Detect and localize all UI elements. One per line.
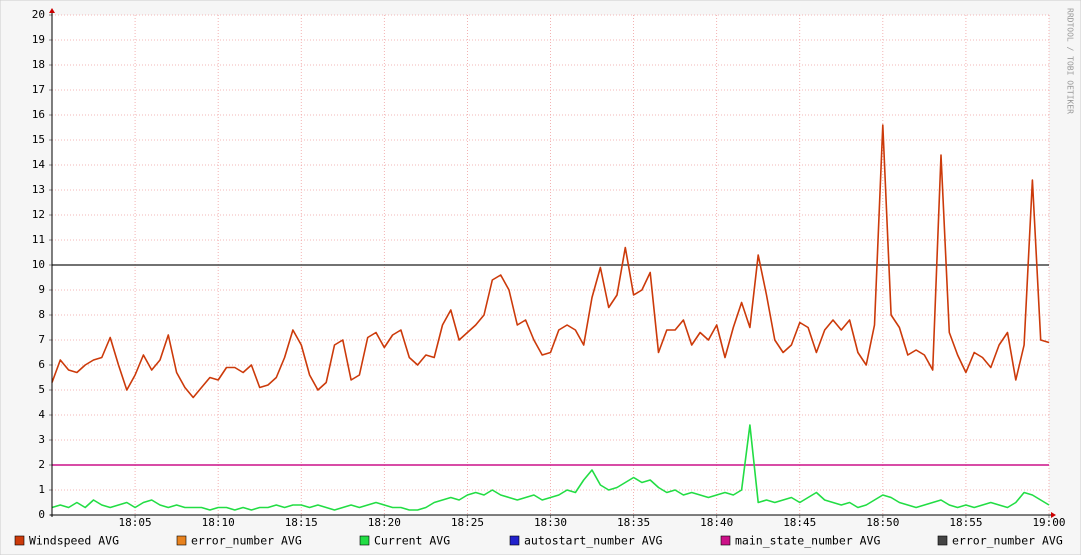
x-tick-label: 18:10	[202, 516, 235, 529]
y-tick-label: 3	[38, 433, 45, 446]
series-line	[51, 424, 1050, 511]
legend-label: Windspeed AVG	[29, 534, 119, 548]
x-tick-label: 18:15	[285, 516, 318, 529]
legend-item: Windspeed AVG	[14, 534, 119, 548]
y-tick-label: 1	[38, 483, 45, 496]
x-tick-label: 18:50	[866, 516, 899, 529]
y-axis-arrow	[49, 8, 55, 13]
legend-label: error_number AVG	[191, 534, 302, 548]
y-tick-label: 20	[32, 8, 45, 21]
y-tick-label: 18	[32, 58, 45, 71]
x-tick-label: 18:05	[119, 516, 152, 529]
y-tick-label: 5	[38, 383, 45, 396]
y-tick-label: 16	[32, 108, 45, 121]
legend-label: autostart_number AVG	[524, 534, 663, 548]
x-tick-label: 18:40	[700, 516, 733, 529]
x-tick-label: 19:00	[1032, 516, 1065, 529]
y-tick-label: 8	[38, 308, 45, 321]
y-tick-label: 2	[38, 458, 45, 471]
x-tick-label: 18:45	[783, 516, 816, 529]
legend-swatch	[937, 535, 948, 546]
y-tick-label: 12	[32, 208, 45, 221]
y-tick-label: 4	[38, 408, 45, 421]
x-tick-label: 18:35	[617, 516, 650, 529]
y-tick-label: 19	[32, 33, 45, 46]
legend-swatch	[176, 535, 187, 546]
x-tick-label: 18:20	[368, 516, 401, 529]
legend-label: error_number AVG	[952, 534, 1063, 548]
y-tick-label: 15	[32, 133, 45, 146]
y-tick-label: 17	[32, 83, 45, 96]
legend-item: error_number AVG	[937, 534, 1063, 548]
watermark: RRDTOOL / TOBI OETIKER	[1066, 8, 1075, 114]
legend-item: autostart_number AVG	[509, 534, 663, 548]
legend-label: Current AVG	[374, 534, 450, 548]
legend-label: main_state_number AVG	[735, 534, 880, 548]
x-tick-label: 18:25	[451, 516, 484, 529]
y-tick-label: 11	[32, 233, 45, 246]
legend-item: Current AVG	[359, 534, 450, 548]
series-line	[51, 124, 1050, 399]
x-tick-label: 18:30	[534, 516, 567, 529]
legend-swatch	[14, 535, 25, 546]
y-tick-label: 14	[32, 158, 46, 171]
legend-swatch	[359, 535, 370, 546]
legend-item: main_state_number AVG	[720, 534, 880, 548]
y-tick-label: 9	[38, 283, 45, 296]
y-tick-label: 7	[38, 333, 45, 346]
x-tick-label: 18:55	[949, 516, 982, 529]
y-tick-label: 13	[32, 183, 45, 196]
x-axis-arrow	[1051, 512, 1056, 518]
y-tick-label: 10	[32, 258, 45, 271]
legend-swatch	[720, 535, 731, 546]
y-tick-label: 0	[38, 508, 45, 521]
legend-swatch	[509, 535, 520, 546]
legend-item: error_number AVG	[176, 534, 302, 548]
y-tick-label: 6	[38, 358, 45, 371]
